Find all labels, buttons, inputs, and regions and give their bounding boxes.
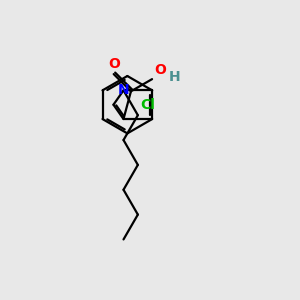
Text: O: O bbox=[154, 63, 166, 77]
Text: N: N bbox=[118, 83, 129, 98]
Text: Cl: Cl bbox=[140, 98, 155, 112]
Text: O: O bbox=[108, 57, 120, 71]
Text: H: H bbox=[169, 70, 181, 84]
